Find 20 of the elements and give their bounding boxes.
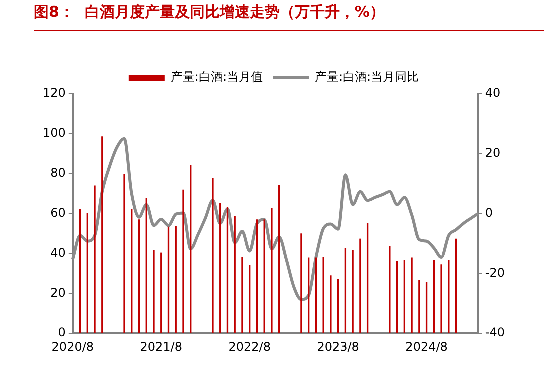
y-tick-label: 0	[58, 326, 66, 340]
y-tick-label: 40	[50, 246, 66, 260]
x-tick-label: 2021/8	[140, 340, 182, 354]
y2-tick-label: 20	[485, 146, 501, 160]
x-tick-label: 2022/8	[228, 340, 271, 354]
y-tick-label: 100	[43, 126, 66, 140]
y2-tick-label: 0	[485, 206, 494, 220]
y-tick-label: 60	[50, 206, 66, 220]
x-tick-label: 2020/8	[52, 340, 94, 354]
y2-tick-label: -40	[485, 326, 506, 340]
chart-title: 图8： 白酒月度产量及同比增速走势（万千升，%）	[34, 3, 385, 22]
y-tick-label: 20	[50, 286, 66, 300]
y2-tick-label: 40	[485, 86, 501, 100]
legend-label: 产量:白酒:当月值	[170, 70, 264, 84]
legend-label: 产量:白酒:当月同比	[315, 70, 420, 84]
y2-tick-label: -20	[485, 266, 506, 280]
x-tick-label: 2023/8	[317, 340, 360, 354]
y-tick-label: 120	[43, 86, 66, 100]
x-tick-label: 2024/8	[406, 340, 448, 354]
y-tick-label: 80	[50, 166, 66, 180]
